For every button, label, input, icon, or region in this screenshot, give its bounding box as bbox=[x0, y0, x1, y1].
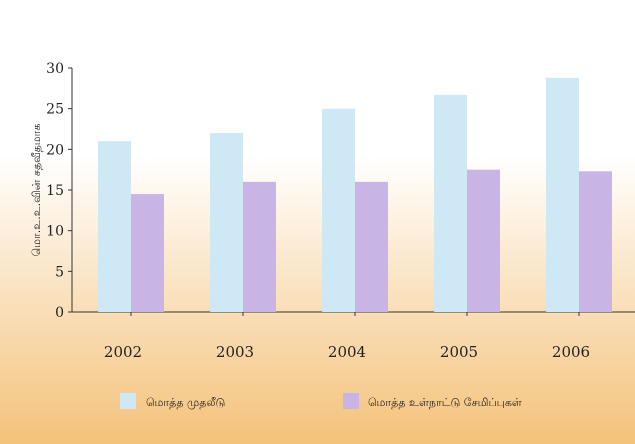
y-tick-label: 0 bbox=[55, 305, 64, 321]
bar-2004-series-0 bbox=[322, 108, 355, 313]
legend-label-1: மொத்த உள்நாட்டு சேமிப்புகள் bbox=[368, 396, 522, 409]
y-tick-label: 30 bbox=[46, 61, 64, 77]
bar-2005-series-0 bbox=[434, 94, 467, 312]
x-tick-label: 2005 bbox=[440, 343, 478, 361]
x-tick-label: 2004 bbox=[328, 343, 366, 361]
bar-2004-series-1 bbox=[355, 181, 388, 312]
y-tick-label: 20 bbox=[46, 142, 64, 158]
y-tick-label: 5 bbox=[55, 264, 64, 280]
bar-2002-series-1 bbox=[131, 194, 164, 312]
bar-2003-series-1 bbox=[243, 181, 276, 312]
x-tick-label: 2006 bbox=[552, 343, 590, 361]
y-tick-label: 10 bbox=[46, 224, 64, 240]
bar-2003-series-0 bbox=[210, 133, 243, 312]
legend-label-0: மொத்த முதலீடு bbox=[146, 396, 225, 409]
x-tick-label: 2003 bbox=[216, 343, 254, 361]
bar-2006-series-1 bbox=[579, 171, 612, 312]
bar-2005-series-1 bbox=[467, 169, 500, 312]
x-tick-label: 2002 bbox=[104, 343, 142, 361]
y-tick-label: 25 bbox=[46, 102, 64, 118]
bar-2002-series-0 bbox=[98, 141, 131, 312]
legend-swatch-1 bbox=[343, 393, 359, 409]
legend-swatch-0 bbox=[120, 393, 136, 409]
y-axis-title: மொ.உ.உ.வின் சதவீதமாக bbox=[30, 124, 43, 257]
y-tick-label: 15 bbox=[46, 183, 64, 199]
bar-2006-series-0 bbox=[546, 77, 579, 312]
